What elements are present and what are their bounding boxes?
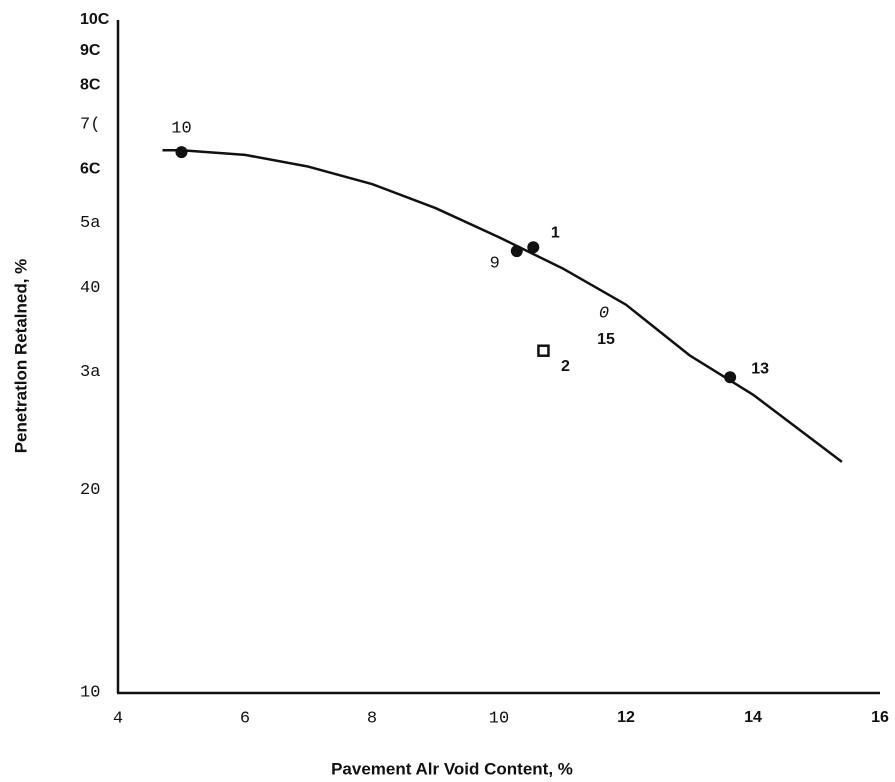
data-point (527, 241, 540, 254)
x-tick-label: 16 (871, 709, 889, 726)
y-tick-label: 9C (80, 42, 101, 59)
x-axis-title: Pavement Alr Void Content, % (331, 759, 573, 778)
y-tick-label: 40 (80, 279, 100, 298)
y-tick-label: 6C (80, 160, 101, 177)
y-tick-label: 20 (80, 481, 100, 500)
data-point (537, 344, 550, 357)
fit-curve (162, 148, 843, 463)
x-tick-label: 6 (240, 709, 250, 728)
x-tick-label: 4 (113, 709, 123, 728)
y-tick-label: 5a (80, 214, 100, 233)
point-label: 1 (551, 224, 560, 241)
data-point (175, 146, 188, 159)
y-axis-title: Penetratlon Retalned, % (11, 259, 30, 454)
point-label: 9 (490, 255, 500, 274)
y-tick-label: 3a (80, 363, 100, 382)
point-label: 13 (751, 360, 769, 377)
y-tick-label: 10 (80, 683, 100, 702)
x-tick-label: 8 (367, 709, 377, 728)
point-label: 10 (171, 120, 191, 139)
x-tick-label: 12 (617, 709, 635, 726)
y-tick-label: 8C (80, 76, 101, 93)
x-tick-label: 10 (489, 709, 509, 728)
annotation: 0 (599, 304, 609, 323)
y-tick-label: 7( (80, 116, 100, 135)
data-point (724, 371, 737, 384)
x-tick-label: 14 (744, 709, 762, 726)
annotation: 15 (597, 331, 615, 348)
point-label: 2 (561, 358, 570, 375)
y-tick-label: 10C (80, 11, 110, 28)
